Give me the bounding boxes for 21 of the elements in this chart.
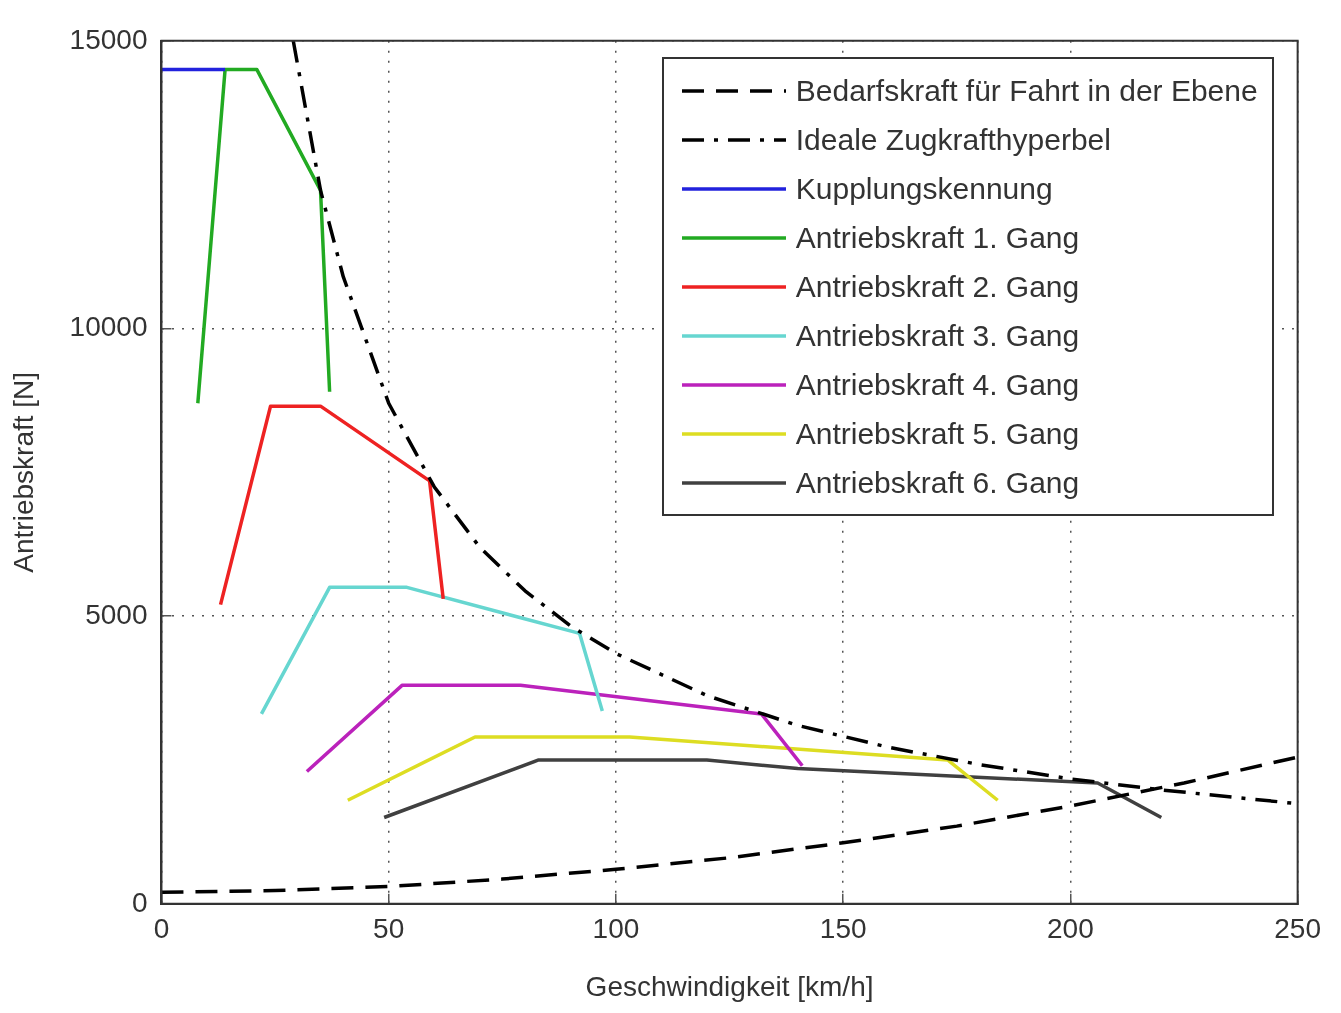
legend-label: Antriebskraft 3. Gang: [795, 319, 1080, 354]
x-axis-title: Geschwindigkeit [km/h]: [585, 970, 874, 1002]
y-tick-label: 0: [131, 886, 148, 918]
legend-label: Bedarfskraft für Fahrt in der Ebene: [795, 74, 1258, 109]
x-tick-label: 250: [1274, 913, 1321, 945]
legend-label: Ideale Zugkrafthyperbel: [795, 123, 1111, 158]
x-tick-label: 0: [153, 913, 170, 945]
legend-label: Antriebskraft 1. Gang: [795, 221, 1080, 256]
legend-label: Antriebskraft 5. Gang: [795, 417, 1080, 452]
legend-label: Antriebskraft 2. Gang: [795, 270, 1080, 305]
x-tick-label: 150: [819, 913, 867, 945]
x-tick-label: 200: [1047, 913, 1094, 945]
y-tick-label: 5000: [85, 598, 148, 630]
x-tick-label: 100: [592, 913, 640, 945]
y-tick-label: 10000: [69, 311, 148, 343]
y-axis-title: Antriebskraft [N]: [7, 371, 39, 573]
legend-label: Antriebskraft 6. Gang: [795, 466, 1080, 501]
x-tick-label: 50: [373, 913, 405, 945]
legend-label: Kupplungskennung: [795, 172, 1053, 207]
legend-label: Antriebskraft 4. Gang: [795, 368, 1080, 403]
y-tick-label: 15000: [69, 23, 148, 55]
